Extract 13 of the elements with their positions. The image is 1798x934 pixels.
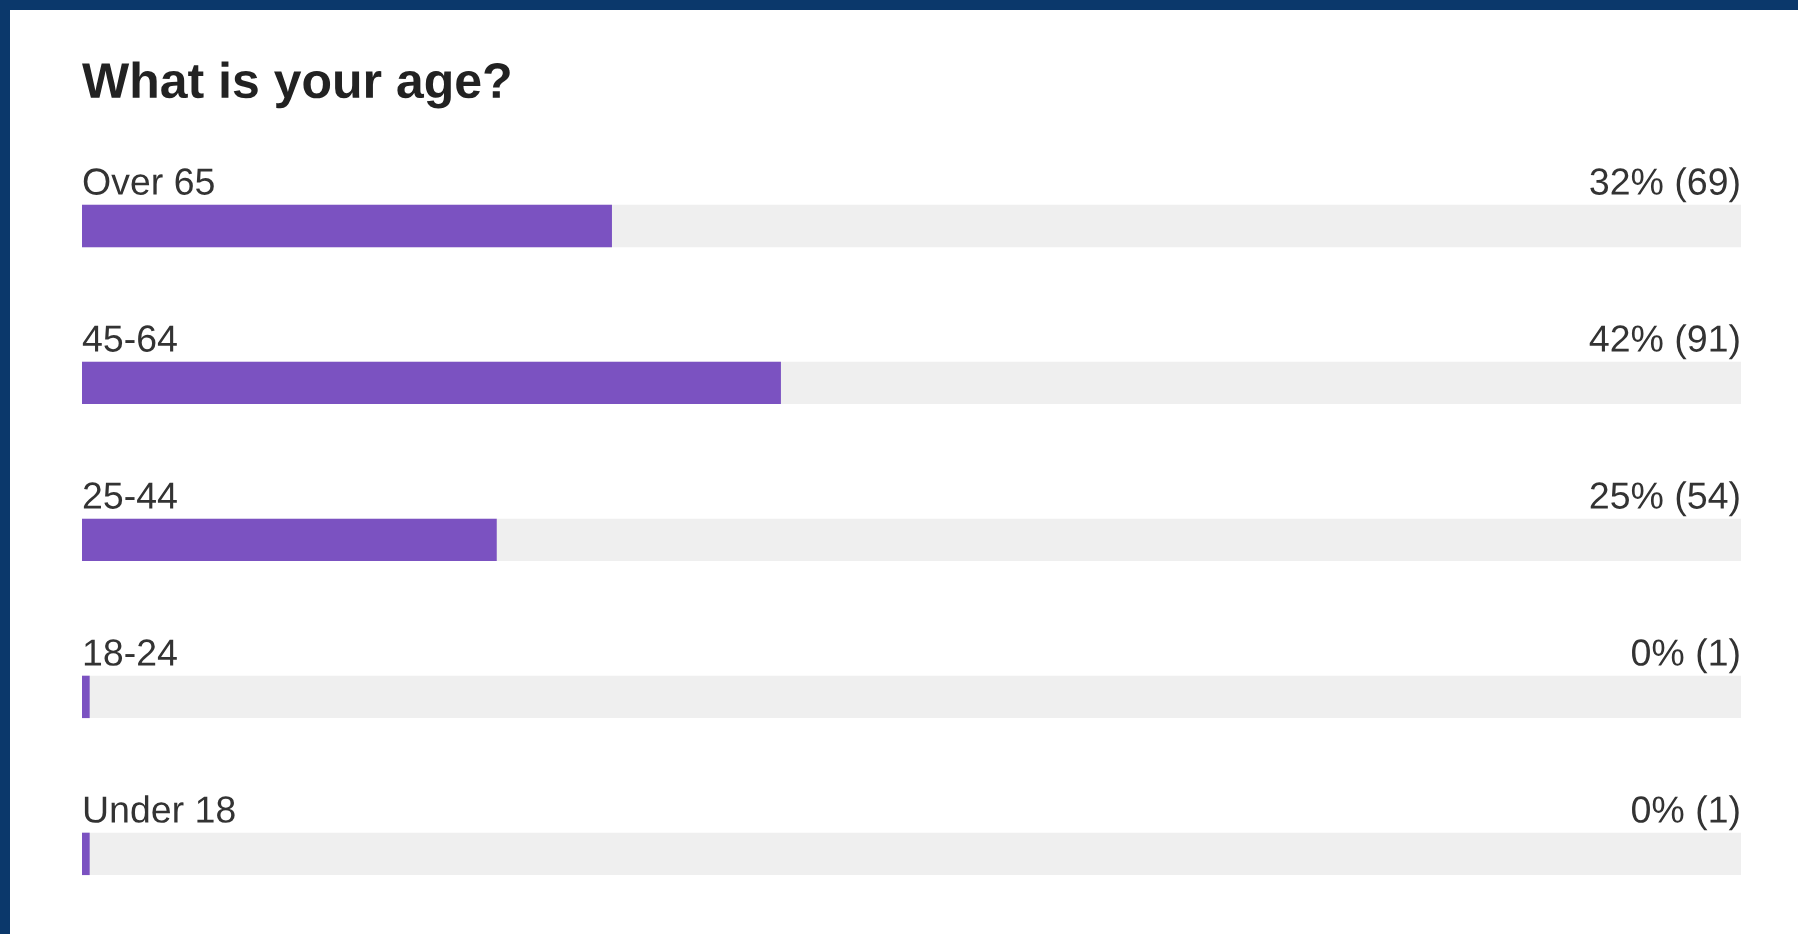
data-label: 0% (1) <box>1632 638 1739 674</box>
y-tick-label: 18-24 <box>84 639 177 666</box>
bar <box>82 675 90 719</box>
y-tick-label: Over 65 <box>83 168 214 195</box>
chart-title: What is your age? <box>82 61 510 109</box>
y-tick-label: Under 18 <box>84 795 235 823</box>
y-tick-label: 45-64 <box>82 325 177 352</box>
bar <box>82 832 90 876</box>
data-label: 25% (54) <box>1590 481 1739 517</box>
data-label: 42% (91) <box>1589 324 1739 360</box>
data-label: 32% (69) <box>1590 167 1739 203</box>
data-label: 0% (1) <box>1632 795 1739 831</box>
y-tick-label: 25-44 <box>83 482 177 509</box>
